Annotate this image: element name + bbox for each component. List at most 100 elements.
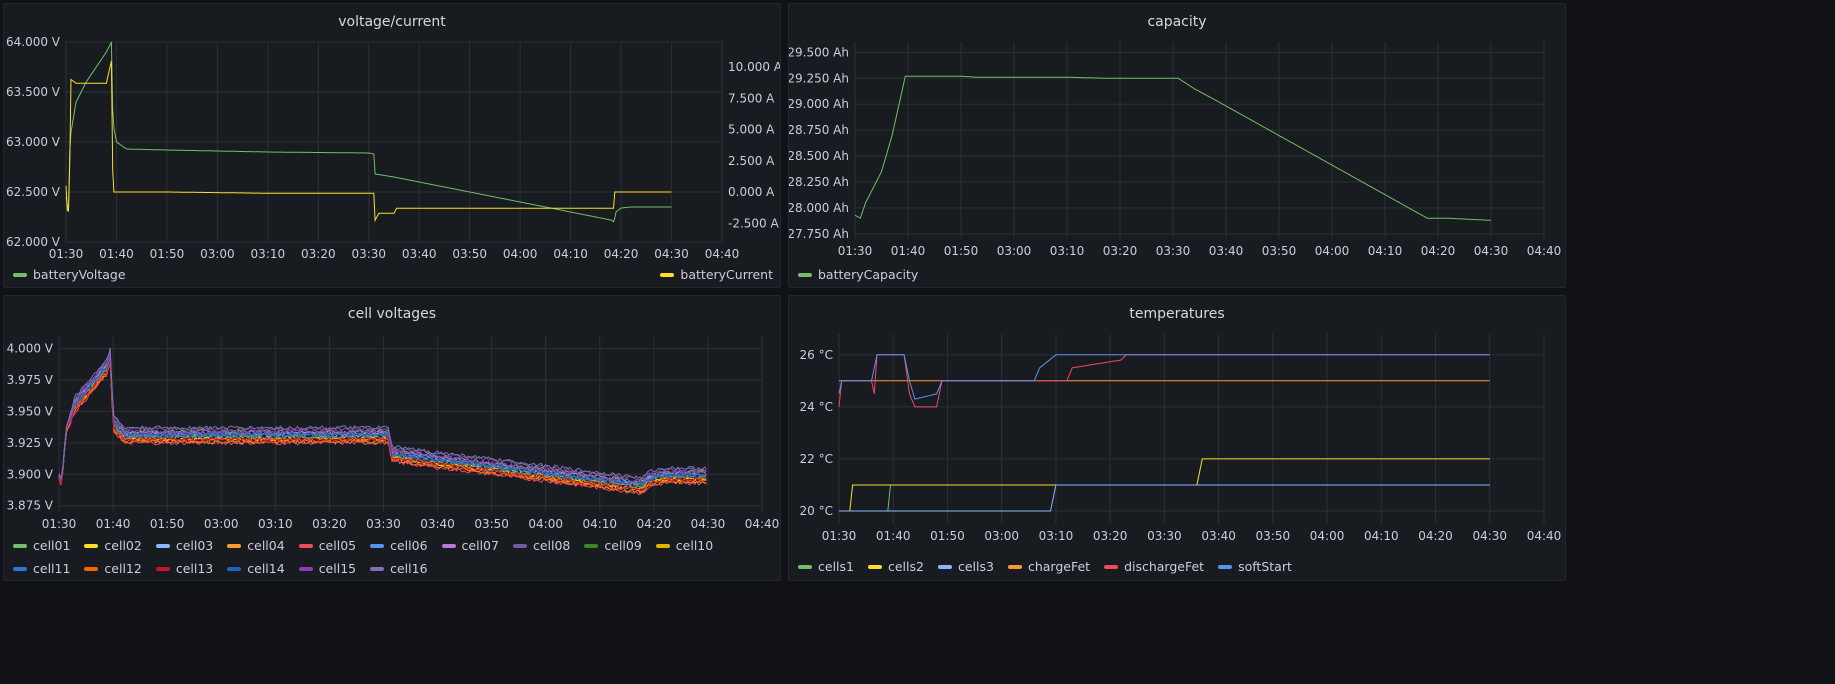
series-line-cell02 (58, 359, 707, 491)
voltage-current-chart: 01:30 01:40 01:50 03:00 03:10 03:20 03:30 03:40… (6, 35, 780, 261)
legend-label: cells1 (818, 559, 854, 574)
legend-label: cell08 (532, 538, 571, 553)
x-tick-label: 03:40 (420, 517, 455, 531)
legend-swatch (867, 564, 882, 569)
legend-item-cells1[interactable]: cells1 (798, 559, 854, 574)
x-tick-label: 04:10 (553, 247, 588, 261)
panel-title[interactable]: capacity (1147, 14, 1207, 30)
y-tick-label: 3.925 V (7, 436, 54, 450)
x-tick-label: 01:50 (150, 517, 185, 531)
x-tick-label: 04:10 (582, 517, 617, 531)
panel-cell-voltages: cell voltages 01:30 01:40 01:50 03:00 03:10 0… (3, 295, 781, 581)
legend-item-cell02[interactable]: cell02 (84, 538, 142, 553)
panel-title[interactable]: temperatures (1129, 306, 1225, 322)
x-tick-label: 04:30 (691, 517, 726, 531)
legend-item-cell12[interactable]: cell12 (84, 561, 142, 576)
x-tick-label: 04:20 (1421, 244, 1456, 258)
legend-swatch (798, 564, 812, 569)
legend-swatch (155, 543, 170, 548)
x-tick-label: 03:10 (1039, 529, 1074, 543)
legend-item-cell08[interactable]: cell08 (512, 538, 571, 553)
legend-label: cell13 (175, 561, 214, 576)
series-line-cells3 (839, 484, 1490, 512)
y-tick-label: 28.250 Ah (789, 175, 849, 189)
x-tick-label: 01:30 (49, 247, 84, 261)
legend-label: softStart (1238, 559, 1292, 574)
series-line-cell16 (58, 348, 707, 481)
x-tick-label: 01:40 (891, 244, 926, 258)
legend-item-cell03[interactable]: cell03 (155, 538, 214, 553)
legend-swatch (13, 543, 27, 548)
legend-swatch (798, 272, 812, 277)
panel-title[interactable]: cell voltages (347, 306, 437, 322)
legend-item-cells3[interactable]: cells3 (937, 559, 994, 574)
legend-item-batteryCapacity[interactable]: batteryCapacity (798, 267, 918, 282)
legend-item-cell14[interactable]: cell14 (227, 561, 285, 576)
legend-label: cell09 (604, 538, 642, 553)
legend-item-cell10[interactable]: cell10 (655, 538, 714, 553)
chart-legend: batteryCapacity (798, 267, 1558, 282)
y-right-tick-label: 0.000 A (728, 185, 775, 199)
y-tick-label: 64.000 V (6, 35, 61, 49)
legend-swatch (227, 543, 242, 548)
legend-item-cell15[interactable]: cell15 (298, 561, 357, 576)
legend-item-cell07[interactable]: cell07 (441, 538, 499, 553)
series-line-cell14 (58, 351, 707, 486)
legend-label: cell11 (33, 561, 71, 576)
x-tick-label: 03:50 (474, 517, 509, 531)
legend-label: batteryCapacity (818, 267, 919, 282)
chart-legend: cells1 cells2 cells3 chargeFet dischargeFet s… (798, 559, 1558, 574)
capacity-chart: 01:30 01:40 01:50 03:00 03:10 03:20 03:30 03:40… (789, 42, 1561, 258)
legend-swatch (155, 566, 170, 571)
x-tick-label: 03:10 (251, 247, 286, 261)
x-tick-label: 04:30 (1472, 529, 1507, 543)
y-tick-label: 3.900 V (7, 467, 54, 481)
legend-item-cells2[interactable]: cells2 (867, 559, 924, 574)
legend-label: cell15 (318, 561, 357, 576)
legend-item-batteryCurrent[interactable]: batteryCurrent (660, 267, 773, 282)
legend-item-cell06[interactable]: cell06 (370, 538, 428, 553)
series-line-cell01 (58, 352, 707, 483)
x-tick-label: 01:40 (99, 247, 134, 261)
legend-label: cell10 (675, 538, 714, 553)
legend-item-cell05[interactable]: cell05 (298, 538, 356, 553)
legend-item-chargeFet[interactable]: chargeFet (1007, 559, 1090, 574)
legend-swatch (13, 272, 27, 277)
x-tick-label: 04:00 (1310, 529, 1345, 543)
legend-item-dischargeFet[interactable]: dischargeFet (1104, 559, 1204, 574)
legend-item-cell09[interactable]: cell09 (584, 538, 642, 553)
x-tick-label: 03:20 (312, 517, 347, 531)
legend-label: cell14 (247, 561, 285, 576)
series-line-cell12 (58, 359, 707, 493)
y-tick-label: 26 °C (800, 348, 833, 362)
chart-legend: batteryVoltage batteryCurrent (13, 267, 773, 282)
legend-item-cell11[interactable]: cell11 (13, 561, 70, 576)
x-tick-label: 03:30 (1147, 529, 1182, 543)
x-tick-label: 01:30 (838, 244, 873, 258)
legend-item-cell13[interactable]: cell13 (155, 561, 214, 576)
legend-item-cell04[interactable]: cell04 (227, 538, 285, 553)
x-tick-label: 04:40 (705, 247, 740, 261)
y-tick-label: 62.000 V (6, 235, 61, 249)
legend-item-cell01[interactable]: cell01 (13, 538, 70, 553)
legend-label: cell03 (175, 538, 214, 553)
legend-label: batteryVoltage (33, 267, 126, 282)
legend-label: cell04 (247, 538, 285, 553)
legend-swatch (584, 543, 599, 548)
x-tick-label: 04:30 (654, 247, 689, 261)
x-tick-label: 04:10 (1364, 529, 1399, 543)
series-line-cell15 (58, 351, 707, 484)
legend-label: cells3 (957, 559, 994, 574)
x-tick-label: 04:10 (1368, 244, 1403, 258)
legend-item-cell16[interactable]: cell16 (370, 561, 428, 576)
legend-item-batteryVoltage[interactable]: batteryVoltage (13, 267, 126, 282)
panel-title[interactable]: voltage/current (338, 14, 446, 30)
panel-voltage-current: voltage/current 01:30 01:40 01:50 03:00 03:1… (3, 3, 781, 288)
x-tick-label: 01:50 (930, 529, 965, 543)
legend-swatch (298, 543, 313, 548)
legend-swatch (655, 543, 670, 548)
panel-capacity: capacity 01:30 01:40 01:50 03:00 03:10 03:20 0… (788, 3, 1566, 288)
legend-item-softStart[interactable]: softStart (1218, 559, 1292, 574)
x-tick-label: 03:20 (1093, 529, 1128, 543)
legend-label: cell06 (390, 538, 428, 553)
